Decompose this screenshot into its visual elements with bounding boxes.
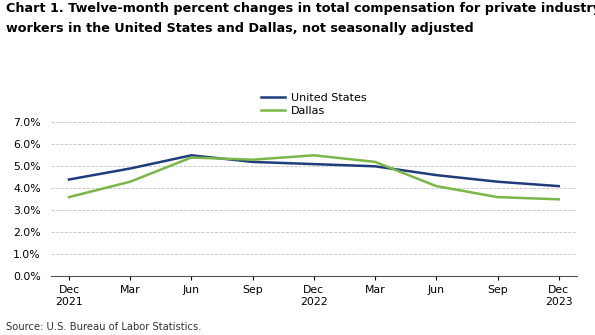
United States (555, 184, 562, 188)
Dallas (311, 153, 318, 157)
Dallas (65, 195, 73, 199)
Line: United States: United States (69, 155, 559, 186)
Dallas (371, 160, 378, 164)
Dallas (188, 155, 195, 159)
United States (494, 180, 501, 184)
Dallas (494, 195, 501, 199)
Legend: United States, Dallas: United States, Dallas (256, 88, 371, 120)
United States (433, 173, 440, 177)
Line: Dallas: Dallas (69, 155, 559, 199)
United States (188, 153, 195, 157)
Dallas (249, 158, 256, 162)
Dallas (433, 184, 440, 188)
United States (127, 166, 134, 171)
Dallas (127, 180, 134, 184)
United States (65, 178, 73, 182)
United States (311, 162, 318, 166)
Dallas (555, 197, 562, 201)
Text: workers in the United States and Dallas, not seasonally adjusted: workers in the United States and Dallas,… (6, 22, 474, 35)
United States (249, 160, 256, 164)
Text: Chart 1. Twelve-month percent changes in total compensation for private industry: Chart 1. Twelve-month percent changes in… (6, 2, 595, 15)
Text: Source: U.S. Bureau of Labor Statistics.: Source: U.S. Bureau of Labor Statistics. (6, 322, 202, 332)
United States (371, 164, 378, 168)
